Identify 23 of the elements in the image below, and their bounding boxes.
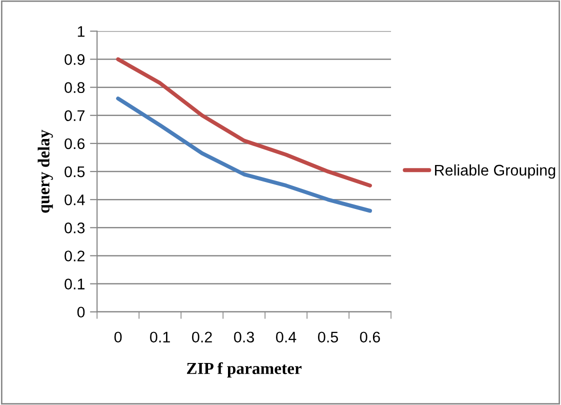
x-tick-label: 0.5: [318, 332, 338, 343]
y-tick-label: 0.3: [64, 222, 85, 234]
y-tick-label: 0.9: [64, 54, 85, 65]
y-tick-label: 0.2: [64, 250, 84, 262]
x-axis-title: ZIP f parameter: [186, 362, 302, 378]
y-tick-label: 0.1: [64, 278, 85, 290]
y-tick-label: 0.6: [64, 138, 85, 150]
x-tick-label: 0.1: [150, 332, 170, 343]
x-tick-label: 0: [114, 332, 122, 343]
y-tick-label: 0.7: [64, 110, 84, 122]
y-tick-label: 0.4: [64, 194, 85, 206]
y-tick-label: 0.5: [64, 166, 85, 178]
y-tick-label: 0.8: [64, 82, 85, 94]
legend-label: Reliable Grouping: [435, 164, 556, 179]
x-tick-label: 0.2: [192, 332, 212, 343]
y-axis-title: query delay: [38, 130, 53, 213]
x-tick-label: 0.6: [360, 332, 380, 343]
line-series: [116, 57, 372, 188]
line-series: [116, 96, 372, 213]
x-tick-label: 0.3: [234, 332, 254, 343]
y-tick-label: 1: [78, 26, 85, 37]
x-tick-label: 0.4: [276, 332, 296, 343]
y-tick-label: 0: [77, 306, 85, 318]
